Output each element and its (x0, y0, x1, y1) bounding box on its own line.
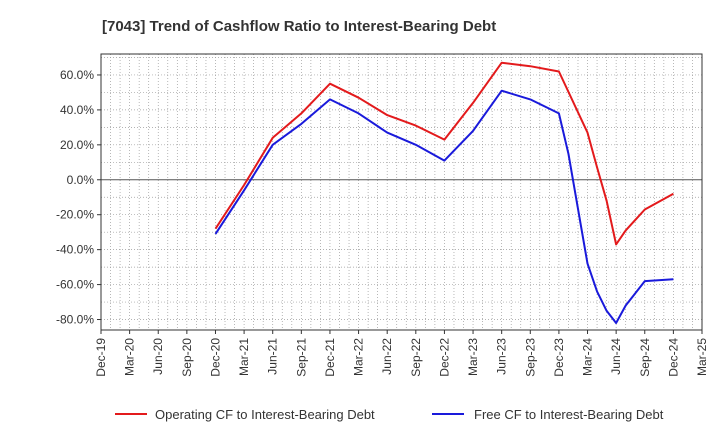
x-tick-label: Mar-24 (581, 338, 595, 376)
x-tick-label: Sep-21 (294, 338, 308, 377)
y-tick-label: 60.0% (60, 68, 94, 82)
y-tick-label: -60.0% (56, 278, 94, 292)
x-tick-label: Dec-22 (437, 338, 451, 377)
legend-label: Free CF to Interest-Bearing Debt (474, 407, 664, 422)
y-tick-label: 20.0% (60, 138, 94, 152)
x-tick-label: Mar-23 (466, 338, 480, 376)
legend: Operating CF to Interest-Bearing Debt Fre… (115, 407, 664, 422)
x-tick-label: Dec-19 (94, 338, 108, 377)
y-tick-label: -40.0% (56, 243, 94, 257)
x-tick-label: Sep-23 (523, 338, 537, 377)
legend-label: Operating CF to Interest-Bearing Debt (155, 407, 375, 422)
x-tick-label: Dec-21 (323, 338, 337, 377)
series-line-free-cf (214, 89, 674, 324)
chart-title: [7043] Trend of Cashflow Ratio to Intere… (102, 18, 496, 35)
plot-frame (100, 53, 703, 331)
x-tick-label: Mar-21 (237, 338, 251, 376)
y-tick-label: -20.0% (56, 208, 94, 222)
x-tick-label: Sep-22 (409, 338, 423, 377)
x-tick-label: Mar-22 (352, 338, 366, 376)
grid (100, 54, 703, 330)
x-tick-label: Jun-23 (495, 338, 509, 375)
y-tick-label: -80.0% (56, 313, 94, 327)
x-tick-label: Sep-20 (180, 338, 194, 377)
x-tick-label: Jun-20 (151, 338, 165, 375)
x-tick-label: Jun-21 (266, 338, 280, 375)
x-tick-label: Jun-24 (609, 338, 623, 375)
axes: 60.0% 40.0% 20.0% 0.0% -20.0% -40.0% -60.0% -80… (56, 53, 709, 377)
x-tick-label: Dec-20 (208, 338, 222, 377)
x-tick-label: Mar-25 (695, 338, 709, 376)
y-tick-label: 0.0% (67, 173, 95, 187)
x-tick-label: Dec-24 (666, 338, 680, 377)
x-tick-label: Sep-24 (638, 338, 652, 377)
series-lines (214, 61, 674, 324)
x-tick-label: Jun-22 (380, 338, 394, 375)
series-line-operating-cf (214, 61, 674, 246)
y-tick-label: 40.0% (60, 103, 94, 117)
x-tick-label: Dec-23 (552, 338, 566, 377)
x-tick-label: Mar-20 (123, 338, 137, 376)
